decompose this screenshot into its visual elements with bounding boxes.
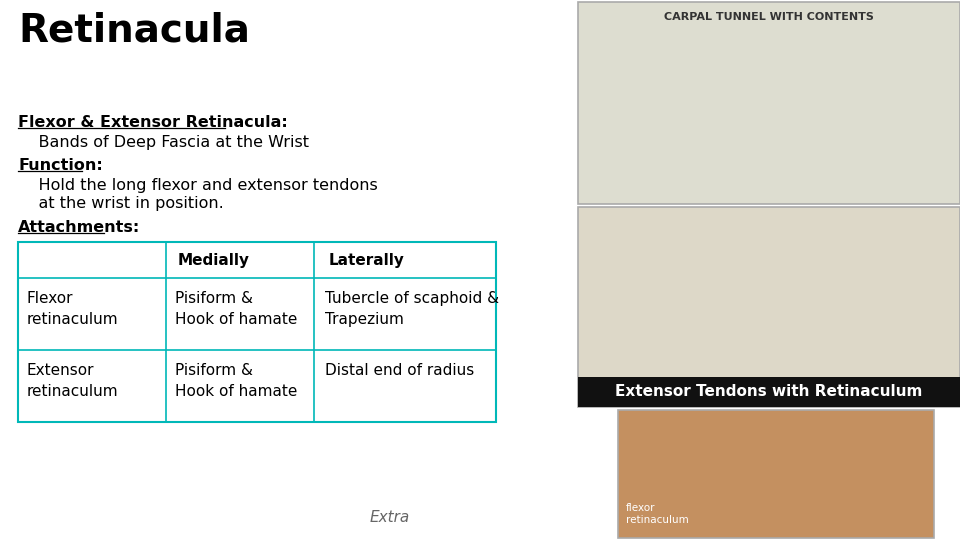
Bar (578, 377, 960, 407)
Text: Bands of Deep Fascia at the Wrist: Bands of Deep Fascia at the Wrist (18, 135, 309, 150)
Bar (618, 410, 934, 538)
Text: Extra: Extra (370, 510, 410, 525)
Text: Extensor
retinaculum: Extensor retinaculum (27, 363, 118, 399)
Text: Retinacula: Retinacula (18, 12, 250, 50)
Text: Medially: Medially (178, 253, 250, 267)
Text: at the wrist in position.: at the wrist in position. (18, 196, 224, 211)
Text: Pisiform &
Hook of hamate: Pisiform & Hook of hamate (175, 363, 298, 399)
Text: Flexor
retinaculum: Flexor retinaculum (27, 291, 118, 327)
Bar (578, 2, 960, 204)
Text: Hold the long flexor and extensor tendons: Hold the long flexor and extensor tendon… (18, 178, 377, 193)
Bar (18, 242, 496, 422)
Text: Laterally: Laterally (328, 253, 404, 267)
Text: CARPAL TUNNEL WITH CONTENTS: CARPAL TUNNEL WITH CONTENTS (664, 12, 874, 22)
Text: flexor
retinaculum: flexor retinaculum (626, 503, 688, 524)
Text: Function:: Function: (18, 158, 103, 173)
Text: Tubercle of scaphoid &
Trapezium: Tubercle of scaphoid & Trapezium (324, 291, 499, 327)
Text: Extensor Tendons with Retinaculum: Extensor Tendons with Retinaculum (615, 384, 923, 400)
Text: Distal end of radius: Distal end of radius (324, 363, 474, 378)
Text: Pisiform &
Hook of hamate: Pisiform & Hook of hamate (175, 291, 298, 327)
Text: Flexor & Extensor Retinacula:: Flexor & Extensor Retinacula: (18, 115, 288, 130)
Bar (578, 207, 960, 407)
Text: Attachments:: Attachments: (18, 220, 140, 235)
